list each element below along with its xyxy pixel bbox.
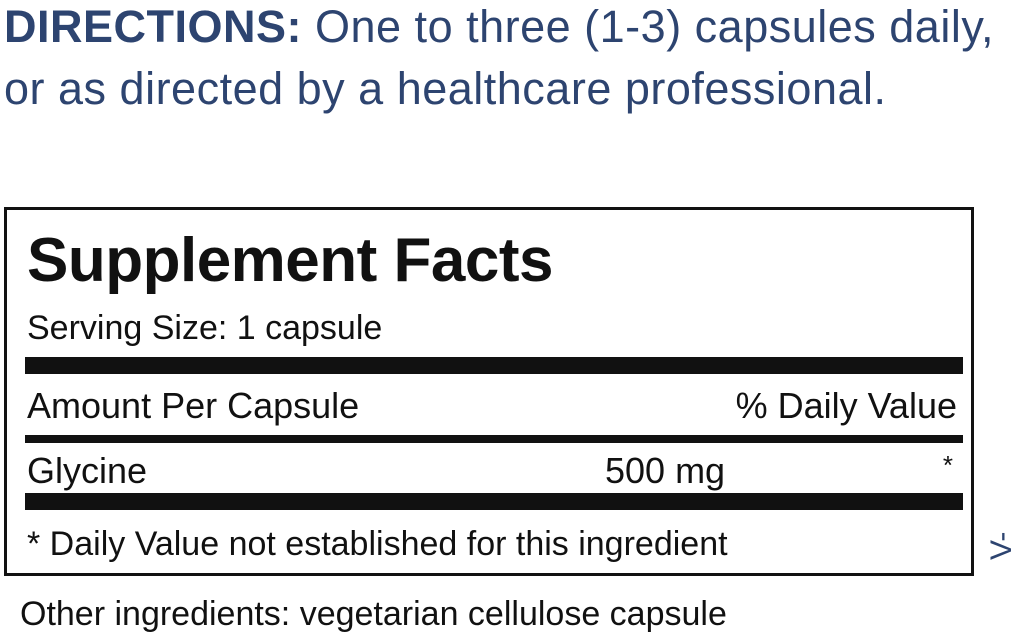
daily-value-header: % Daily Value (735, 385, 957, 426)
supplement-facts-panel: Supplement Facts Serving Size: 1 capsule… (4, 207, 974, 576)
thin-divider (25, 435, 963, 443)
directions-text: DIRECTIONS: One to three (1-3) capsules … (4, 0, 1004, 120)
version-code: V-11 (985, 529, 1024, 560)
amount-per-capsule-header: Amount Per Capsule (27, 385, 360, 426)
thick-divider-bottom (25, 493, 963, 510)
other-ingredients: Other ingredients: vegetarian cellulose … (20, 595, 727, 633)
thick-divider (25, 357, 963, 374)
footnote: * Daily Value not established for this i… (27, 525, 728, 563)
ingredient-name: Glycine (27, 450, 148, 491)
ingredient-daily-value: * (942, 450, 953, 480)
serving-size: Serving Size: 1 capsule (27, 309, 383, 347)
directions-body: One to three (1-3) capsules daily, or as… (4, 1, 994, 114)
header-row: Amount Per Capsule % Daily Value (27, 385, 957, 427)
ingredient-amount: 500 mg (605, 450, 726, 491)
directions-label: DIRECTIONS: (4, 1, 302, 52)
ingredient-row: Glycine 500 mg * (27, 450, 957, 492)
panel-title: Supplement Facts (27, 226, 554, 295)
